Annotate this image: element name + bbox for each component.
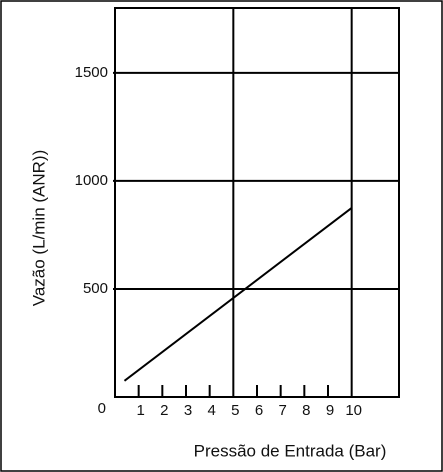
y-tick-label: 1000 [75, 172, 108, 189]
x-tick-label: 9 [326, 402, 334, 419]
y-tick-label: 1500 [75, 64, 108, 81]
data-line [123, 207, 353, 382]
x-tick-label: 3 [184, 402, 192, 419]
x-tick-label: 7 [278, 402, 286, 419]
x-tick-label: 5 [231, 402, 239, 419]
x-tick-label: 10 [345, 402, 362, 419]
plot-frame [114, 7, 400, 398]
x-tick-label: 2 [160, 402, 168, 419]
x-tick-label: 8 [302, 402, 310, 419]
x-axis-label: Pressão de Entrada (Bar) [194, 441, 387, 460]
y-axis-label: Vazão (L/min (ANR)) [29, 150, 48, 307]
y-tick-label: 500 [83, 280, 108, 297]
x-tick-label: 6 [255, 402, 263, 419]
y-tick-label: 0 [98, 400, 106, 417]
x-tick-label: 1 [136, 402, 144, 419]
x-tick-label: 4 [207, 402, 215, 419]
